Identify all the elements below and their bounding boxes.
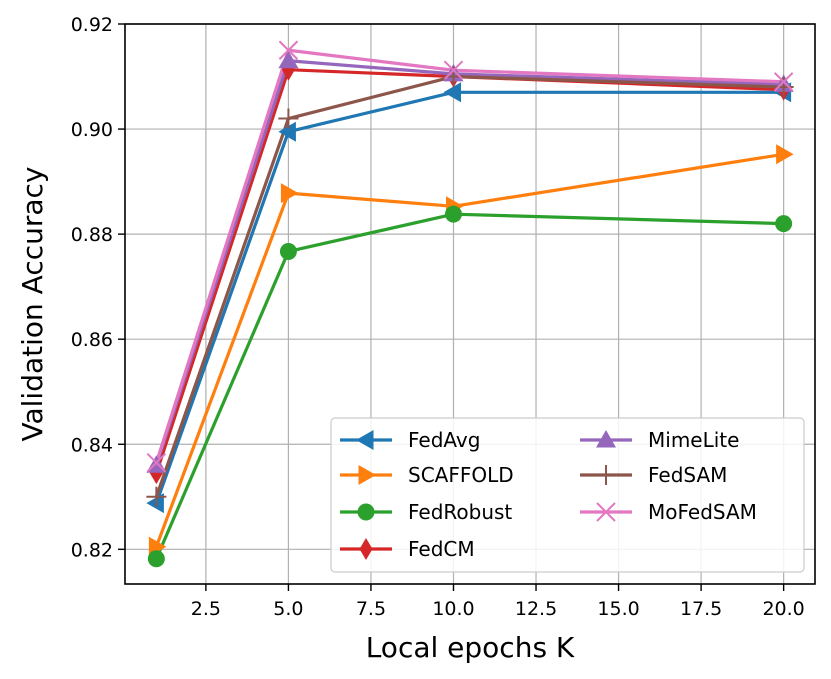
data-point-mimelite [278,50,299,69]
legend-label-fedavg: FedAvg [408,428,480,452]
legend-label-mofedsam: MoFedSAM [648,500,757,524]
y-axis-label: Validation Accuracy [16,167,49,442]
x-tick-label: 10.0 [432,598,474,620]
series-line-scaffold [154,152,784,548]
series-line-fedrobust [154,212,784,560]
legend-label-fedsam: FedSAM [648,463,727,487]
data-point-scaffold [280,183,299,204]
legend: FedAvg SCAFFOLD FedRobust FedCM MimeLite FedS… [330,417,805,573]
legend-marker-fedcm [359,538,373,560]
y-tick-label: 0.88 [71,224,113,246]
x-axis-label: Local epochs K [366,631,575,664]
legend-label-fedcm: FedCM [408,537,475,561]
x-axis-ticks: 2.5 5.0 7.5 10.0 12.5 15.0 17.5 20.0 [191,584,805,620]
data-point-scaffold [776,144,794,165]
legend-marker-fedrobust [357,503,375,521]
data-point-fedavg [146,493,164,514]
data-point-mofedsam [146,452,167,473]
x-tick-label: 5.0 [273,598,303,620]
x-tick-label: 2.5 [191,598,221,620]
data-point-fedsam [146,486,167,507]
data-point-fedrobust [444,205,462,223]
series-lines [154,48,784,560]
y-tick-label: 0.82 [71,539,113,561]
y-tick-label: 0.84 [71,434,113,456]
data-point-fedsam [278,108,299,129]
data-point-fedavg [443,82,461,103]
plot-frame [124,23,816,585]
y-tick-label: 0.86 [71,329,113,351]
y-axis-ticks: 0.82 0.84 0.86 0.88 0.90 0.92 [71,14,125,561]
series-line-mofedsam [154,48,784,464]
data-point-fedrobust [279,242,297,260]
data-point-mofedsam [773,72,794,92]
data-point-fedrobust [147,550,165,568]
x-tick-label: 15.0 [597,598,639,620]
legend-label-mimelite: MimeLite [648,428,739,452]
legend-marker-mofedsam [596,502,616,522]
series-markers [146,40,794,568]
y-tick-label: 0.90 [71,119,113,141]
data-point-fedrobust [775,215,793,233]
legend-label-fedrobust: FedRobust [408,500,512,524]
legend-marker-scaffold [358,465,376,485]
series-line-fedsam [154,74,784,498]
series-line-mimelite [154,59,784,466]
legend-label-scaffold: SCAFFOLD [408,463,514,487]
data-point-mofedsam [443,60,464,80]
x-tick-label: 12.5 [515,598,557,620]
data-point-mofedsam [278,40,299,60]
series-line-fedcm [154,68,784,474]
legend-box [330,417,805,573]
data-point-fedavg [278,121,296,142]
series-line-fedavg [154,90,784,504]
legend-marker-mimelite [596,430,616,448]
x-tick-label: 17.5 [680,598,722,620]
x-tick-label: 7.5 [356,598,386,620]
legend-marker-fedsam [596,465,616,485]
x-tick-label: 20.0 [762,598,804,620]
y-tick-label: 0.92 [71,14,113,36]
legend-marker-fedavg [356,430,374,450]
